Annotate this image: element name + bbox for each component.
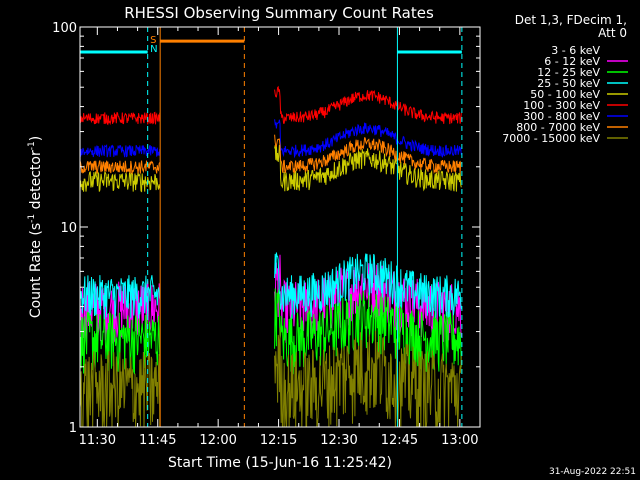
legend-header-line2: Att 0 <box>598 26 627 40</box>
x-tick-label-2: 11:45 <box>139 433 176 448</box>
x-tick-label-6: 12:45 <box>381 433 418 448</box>
x-axis-label: Start Time (15-Jun-16 11:25:42) <box>168 455 392 471</box>
x-tick-label-4: 12:15 <box>260 433 297 448</box>
y-tick-label-1: 1 <box>69 421 77 436</box>
count-rate-chart: RHESSI Observing Summary Count Rates SN … <box>0 0 640 480</box>
legend-header-line1: Det 1,3, FDecim 1, <box>515 13 627 27</box>
saa-label-n: N <box>150 44 157 55</box>
y-tick-label-3: 100 <box>52 21 77 36</box>
x-tick-label-3: 12:00 <box>199 433 236 448</box>
y-axis-label: Count Rate (s-1 detector-1) <box>27 136 44 318</box>
x-tick-label-5: 12:30 <box>320 433 357 448</box>
x-tick-label-7: 13:00 <box>441 433 478 448</box>
chart-title: RHESSI Observing Summary Count Rates <box>124 4 434 22</box>
date-stamp: 31-Aug-2022 22:51 <box>549 467 636 477</box>
y-tick-label-2: 10 <box>60 221 77 236</box>
x-tick-label-1: 11:30 <box>79 433 116 448</box>
legend-label-9: 7000 - 15000 keV <box>502 132 600 145</box>
